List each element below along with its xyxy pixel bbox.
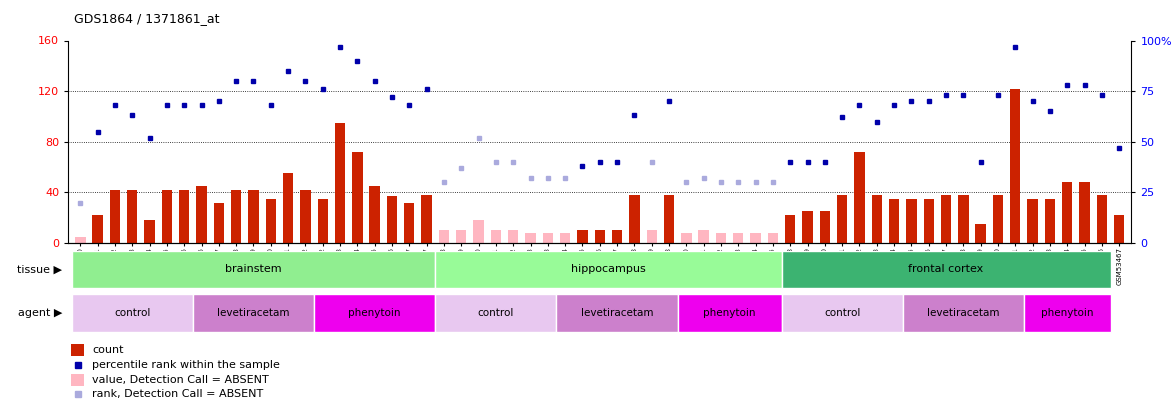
- FancyBboxPatch shape: [1024, 294, 1110, 332]
- Bar: [230, 190, 241, 243]
- Bar: [490, 230, 501, 243]
- Text: value, Detection Call = ABSENT: value, Detection Call = ABSENT: [92, 375, 269, 385]
- Bar: [109, 190, 120, 243]
- Text: rank, Detection Call = ABSENT: rank, Detection Call = ABSENT: [92, 389, 263, 399]
- Bar: [941, 195, 951, 243]
- Bar: [145, 220, 155, 243]
- Bar: [266, 199, 276, 243]
- Text: agent ▶: agent ▶: [18, 308, 62, 318]
- Bar: [923, 199, 934, 243]
- Bar: [75, 237, 86, 243]
- Text: levetiracetam: levetiracetam: [927, 308, 1000, 318]
- Bar: [283, 173, 293, 243]
- Bar: [1044, 199, 1055, 243]
- Text: phenytoin: phenytoin: [348, 308, 401, 318]
- FancyBboxPatch shape: [193, 294, 314, 332]
- Bar: [629, 195, 640, 243]
- Bar: [1028, 199, 1037, 243]
- FancyBboxPatch shape: [903, 294, 1024, 332]
- Text: hippocampus: hippocampus: [572, 264, 646, 274]
- Bar: [975, 224, 985, 243]
- Bar: [595, 230, 604, 243]
- Bar: [335, 123, 346, 243]
- Bar: [127, 190, 138, 243]
- FancyBboxPatch shape: [677, 294, 782, 332]
- Bar: [1114, 215, 1124, 243]
- Bar: [612, 230, 622, 243]
- Bar: [179, 190, 189, 243]
- Bar: [820, 211, 830, 243]
- Bar: [958, 195, 969, 243]
- Text: phenytoin: phenytoin: [1041, 308, 1094, 318]
- Bar: [733, 233, 743, 243]
- Bar: [352, 152, 362, 243]
- Bar: [577, 230, 588, 243]
- Bar: [837, 195, 848, 243]
- Bar: [907, 199, 916, 243]
- Bar: [1080, 182, 1090, 243]
- Bar: [526, 233, 536, 243]
- Bar: [647, 230, 657, 243]
- Bar: [750, 233, 761, 243]
- Bar: [542, 233, 553, 243]
- FancyBboxPatch shape: [556, 294, 677, 332]
- Bar: [439, 230, 449, 243]
- Text: tissue ▶: tissue ▶: [18, 264, 62, 274]
- FancyBboxPatch shape: [435, 251, 782, 288]
- Bar: [1062, 182, 1073, 243]
- Bar: [889, 199, 900, 243]
- Bar: [93, 215, 102, 243]
- Bar: [716, 233, 726, 243]
- Bar: [699, 230, 709, 243]
- Text: brainstem: brainstem: [225, 264, 282, 274]
- Text: frontal cortex: frontal cortex: [908, 264, 983, 274]
- Text: control: control: [477, 308, 514, 318]
- Bar: [681, 233, 691, 243]
- Bar: [871, 195, 882, 243]
- Text: GDS1864 / 1371861_at: GDS1864 / 1371861_at: [74, 12, 220, 25]
- Bar: [300, 190, 310, 243]
- Bar: [405, 202, 414, 243]
- Bar: [162, 190, 172, 243]
- FancyBboxPatch shape: [72, 251, 435, 288]
- Bar: [768, 233, 779, 243]
- FancyBboxPatch shape: [435, 294, 556, 332]
- Bar: [993, 195, 1003, 243]
- Bar: [71, 344, 85, 356]
- Bar: [1010, 89, 1021, 243]
- Bar: [663, 195, 674, 243]
- Text: phenytoin: phenytoin: [703, 308, 756, 318]
- Bar: [456, 230, 467, 243]
- FancyBboxPatch shape: [314, 294, 435, 332]
- Bar: [248, 190, 259, 243]
- Bar: [802, 211, 813, 243]
- Bar: [369, 186, 380, 243]
- FancyBboxPatch shape: [72, 294, 193, 332]
- Text: count: count: [92, 345, 123, 355]
- Bar: [318, 199, 328, 243]
- Text: control: control: [824, 308, 861, 318]
- Bar: [421, 195, 432, 243]
- Text: control: control: [114, 308, 151, 318]
- Bar: [786, 215, 795, 243]
- Bar: [214, 202, 225, 243]
- Bar: [196, 186, 207, 243]
- Text: levetiracetam: levetiracetam: [218, 308, 289, 318]
- FancyBboxPatch shape: [782, 294, 903, 332]
- Text: levetiracetam: levetiracetam: [581, 308, 654, 318]
- Bar: [1097, 195, 1107, 243]
- Bar: [387, 196, 397, 243]
- FancyBboxPatch shape: [782, 251, 1110, 288]
- Text: percentile rank within the sample: percentile rank within the sample: [92, 360, 280, 370]
- Bar: [71, 373, 85, 386]
- Bar: [508, 230, 519, 243]
- Bar: [474, 220, 483, 243]
- Bar: [560, 233, 570, 243]
- Bar: [854, 152, 864, 243]
